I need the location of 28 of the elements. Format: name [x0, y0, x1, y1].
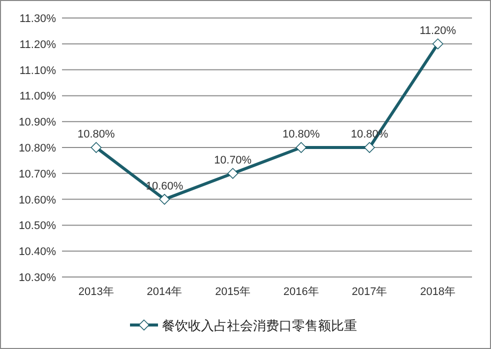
point: [90, 142, 102, 153]
x-tick-label: 2014年: [146, 286, 182, 298]
y-tick-label: 11.10%: [20, 64, 56, 77]
y-tick-label: 10.60%: [18, 194, 56, 206]
data-label: 10.80%: [78, 128, 116, 140]
point: [432, 38, 444, 50]
point: [364, 142, 375, 153]
data-label: 10.70%: [214, 154, 252, 166]
x-tick-label: 2016年: [283, 286, 319, 298]
x-tick-label: 2017年: [352, 286, 388, 298]
y-tick-label: 11.30%: [20, 13, 56, 25]
legend-label: 餐饮收入占社会消费口零售额比重: [162, 318, 357, 333]
x-tick-label: 2013年: [78, 286, 114, 298]
x-tick-label: 2015年: [215, 286, 251, 298]
y-tick-label: 10.80%: [18, 142, 56, 154]
y-tick-label: 11.00%: [20, 90, 56, 103]
point: [296, 142, 307, 153]
y-tick-label: 10.70%: [18, 168, 56, 180]
y-tick-label: 10.30%: [18, 272, 56, 284]
data-label: 11.20%: [420, 24, 456, 37]
data-label: 10.80%: [282, 128, 320, 140]
point: [159, 194, 170, 205]
y-tick-label: 10.90%: [18, 116, 56, 129]
y-tick-label: 10.50%: [18, 220, 56, 232]
y-tick-label: 11.20%: [20, 38, 56, 51]
point: [227, 168, 238, 179]
x-tick-label: 2018年: [420, 286, 456, 298]
y-tick-label: 10.40%: [18, 246, 56, 258]
